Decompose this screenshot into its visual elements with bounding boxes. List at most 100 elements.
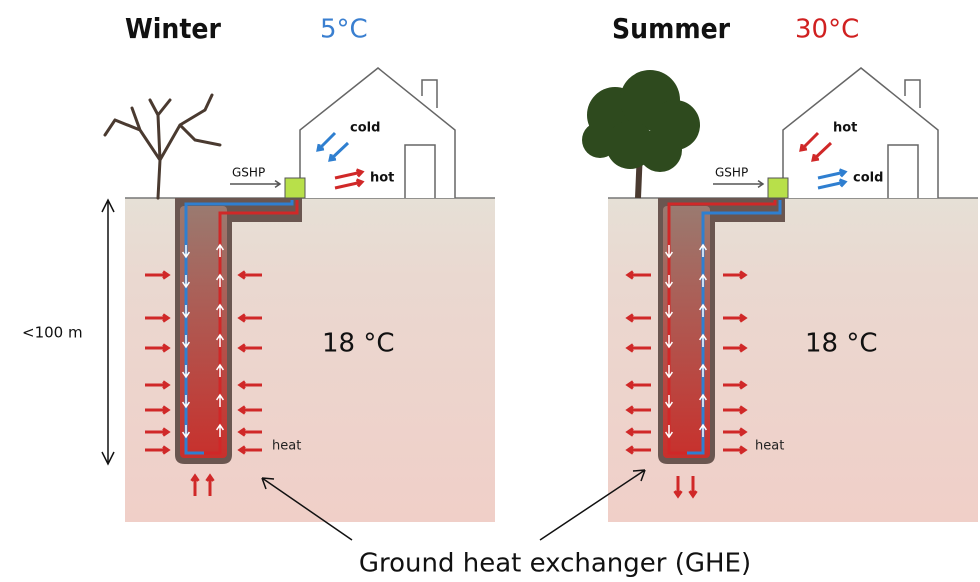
arrow xyxy=(334,168,365,180)
arrow xyxy=(664,335,674,349)
arrow xyxy=(664,425,674,439)
arrow xyxy=(625,343,651,353)
arrow xyxy=(698,393,708,407)
depth-label: <100 m xyxy=(22,324,83,342)
house xyxy=(299,67,456,198)
flow-label: heat xyxy=(272,439,301,454)
arrow xyxy=(237,405,262,415)
pipe xyxy=(667,200,777,455)
air-temperature: 30°C xyxy=(795,15,859,45)
arrow xyxy=(145,270,171,280)
arrow xyxy=(698,333,708,347)
arrow xyxy=(145,380,171,390)
arrow xyxy=(230,179,282,189)
panel-title: Summer xyxy=(612,12,731,45)
arrow xyxy=(145,445,171,455)
arrow xyxy=(145,405,171,415)
air-temperature: 5°C xyxy=(320,15,368,45)
arrow xyxy=(316,131,337,152)
arrow xyxy=(215,303,225,317)
arrow xyxy=(625,270,651,280)
foliage xyxy=(638,128,682,172)
door xyxy=(887,144,919,198)
arrow xyxy=(723,343,748,353)
heat-pump xyxy=(284,177,306,199)
house xyxy=(782,67,939,198)
arrow xyxy=(237,270,262,280)
arrow xyxy=(237,427,262,437)
arrow xyxy=(237,445,262,455)
arrow xyxy=(817,168,848,180)
arrow xyxy=(145,313,171,323)
arrow xyxy=(723,380,748,390)
arrow xyxy=(181,305,191,319)
arrow xyxy=(799,131,820,152)
arrow xyxy=(664,275,674,289)
depth-indicator: <100 m xyxy=(22,198,115,466)
pump-label: GSHP xyxy=(715,166,748,180)
borehole-core xyxy=(180,206,227,458)
arrow xyxy=(817,178,848,190)
indoor-label: cold xyxy=(350,121,380,136)
arrow xyxy=(215,363,225,377)
arrow xyxy=(145,343,171,353)
flow-label: heat xyxy=(755,439,784,454)
arrow xyxy=(723,405,748,415)
arrow xyxy=(237,380,262,390)
arrow xyxy=(181,395,191,409)
indoor-label: hot xyxy=(833,121,857,136)
arrow xyxy=(145,427,171,437)
ground-temperature: 18 °C xyxy=(322,329,395,359)
arrow xyxy=(673,476,683,499)
foliage xyxy=(582,122,618,158)
arrow xyxy=(723,445,748,455)
panel-title: Winter xyxy=(125,12,221,45)
heat-pump xyxy=(767,177,789,199)
bare-tree xyxy=(103,93,222,200)
indoor-label: cold xyxy=(853,171,883,186)
arrow xyxy=(181,425,191,439)
arrow xyxy=(237,343,262,353)
arrow xyxy=(215,393,225,407)
arrow xyxy=(205,473,215,496)
caption-pointers xyxy=(261,469,646,541)
arrow xyxy=(237,313,262,323)
arrow xyxy=(215,243,225,257)
ground-temperature: 18 °C xyxy=(805,329,878,359)
arrow xyxy=(334,178,365,190)
chimney xyxy=(421,79,438,108)
arrow xyxy=(664,365,674,379)
arrow xyxy=(713,179,765,189)
pipe xyxy=(184,200,294,455)
pipe xyxy=(204,200,299,455)
winter-panel: Winter 5°C cold hot GSHP heat 18 °C xyxy=(103,12,495,522)
caption: Ground heat exchanger (GHE) xyxy=(359,549,751,579)
arrow xyxy=(181,365,191,379)
arrow xyxy=(688,476,698,499)
arrow xyxy=(190,473,200,496)
arrow xyxy=(625,445,651,455)
arrow xyxy=(181,275,191,289)
arrow xyxy=(698,423,708,437)
arrow xyxy=(625,313,651,323)
arrow xyxy=(723,270,748,280)
arrow xyxy=(698,243,708,257)
arrow xyxy=(664,395,674,409)
pump-label: GSHP xyxy=(232,166,265,180)
arrow xyxy=(328,141,350,162)
arrow xyxy=(698,273,708,287)
arrow xyxy=(811,141,833,162)
arrow xyxy=(625,405,651,415)
arrow xyxy=(625,380,651,390)
summer-panel: Summer 30°C hot cold GSHP heat 18 °C xyxy=(582,12,978,522)
arrow xyxy=(723,427,748,437)
leafy-tree xyxy=(582,70,700,199)
arrow xyxy=(723,313,748,323)
arrow xyxy=(181,245,191,259)
arrow xyxy=(625,427,651,437)
arrow xyxy=(664,245,674,259)
arrow xyxy=(698,363,708,377)
arrow xyxy=(664,305,674,319)
arrow xyxy=(215,273,225,287)
